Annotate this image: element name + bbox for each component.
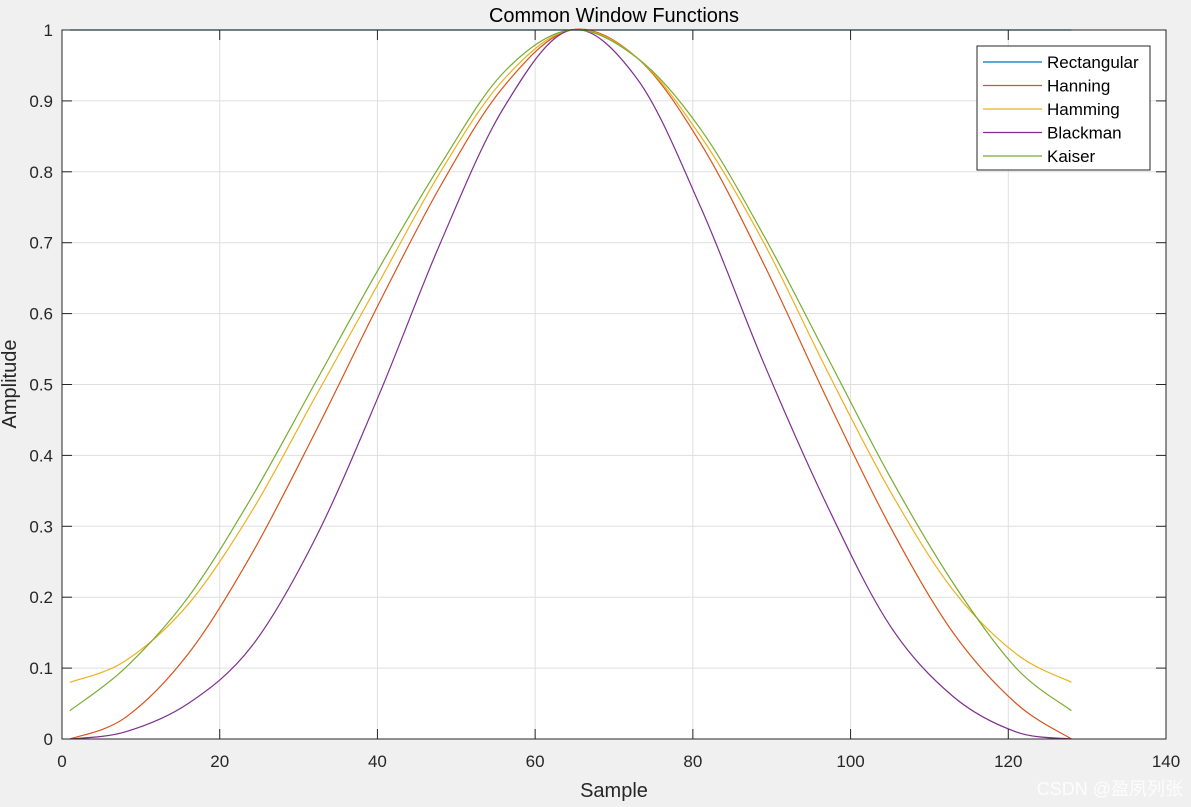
x-axis-label: Sample (580, 780, 648, 802)
axis-ticks (61, 29, 1167, 740)
x-tick-label: 120 (994, 752, 1022, 771)
x-tick-label: 80 (683, 752, 702, 771)
y-tick-label: 0 (44, 730, 53, 749)
y-tick-label: 0.6 (29, 305, 53, 324)
watermark: CSDN @盈夙列张 (1037, 779, 1183, 799)
y-tick-label: 0.2 (29, 588, 53, 607)
x-tick-label: 60 (526, 752, 545, 771)
tick-labels: 0 20 40 60 80 100 120 140 0 0.1 0.2 0.3 0.4 0.5 0.6 0.7… (29, 21, 1180, 771)
y-tick-label: 0.3 (29, 517, 53, 536)
legend-items: Rectangular Hanning Hamming Blackman Kaiser (983, 53, 1139, 166)
y-tick-label: 1 (44, 21, 53, 40)
y-tick-label: 0.4 (29, 446, 53, 465)
x-tick-label: 0 (57, 752, 66, 771)
y-tick-label: 0.1 (29, 659, 53, 678)
y-tick-label: 0.7 (29, 234, 53, 253)
y-tick-label: 0.9 (29, 92, 53, 111)
legend-label-blackman: Blackman (1047, 124, 1122, 143)
x-tick-label: 20 (210, 752, 229, 771)
x-tick-label: 40 (368, 752, 387, 771)
legend-box (976, 45, 1151, 171)
x-tick-label: 100 (836, 752, 864, 771)
y-tick-label: 0.5 (29, 376, 53, 395)
chart-title: Common Window Functions (489, 5, 739, 27)
legend-label-hamming: Hamming (1047, 100, 1120, 119)
y-axis-label: Amplitude (0, 340, 21, 429)
legend[interactable]: Rectangular Hanning Hamming Blackman Kaiser (976, 45, 1151, 171)
x-tick-label: 140 (1152, 752, 1180, 771)
legend-label-hanning: Hanning (1047, 77, 1110, 96)
legend-label-kaiser: Kaiser (1047, 147, 1096, 166)
y-tick-label: 0.8 (29, 163, 53, 182)
legend-label-rectangular: Rectangular (1047, 53, 1139, 72)
